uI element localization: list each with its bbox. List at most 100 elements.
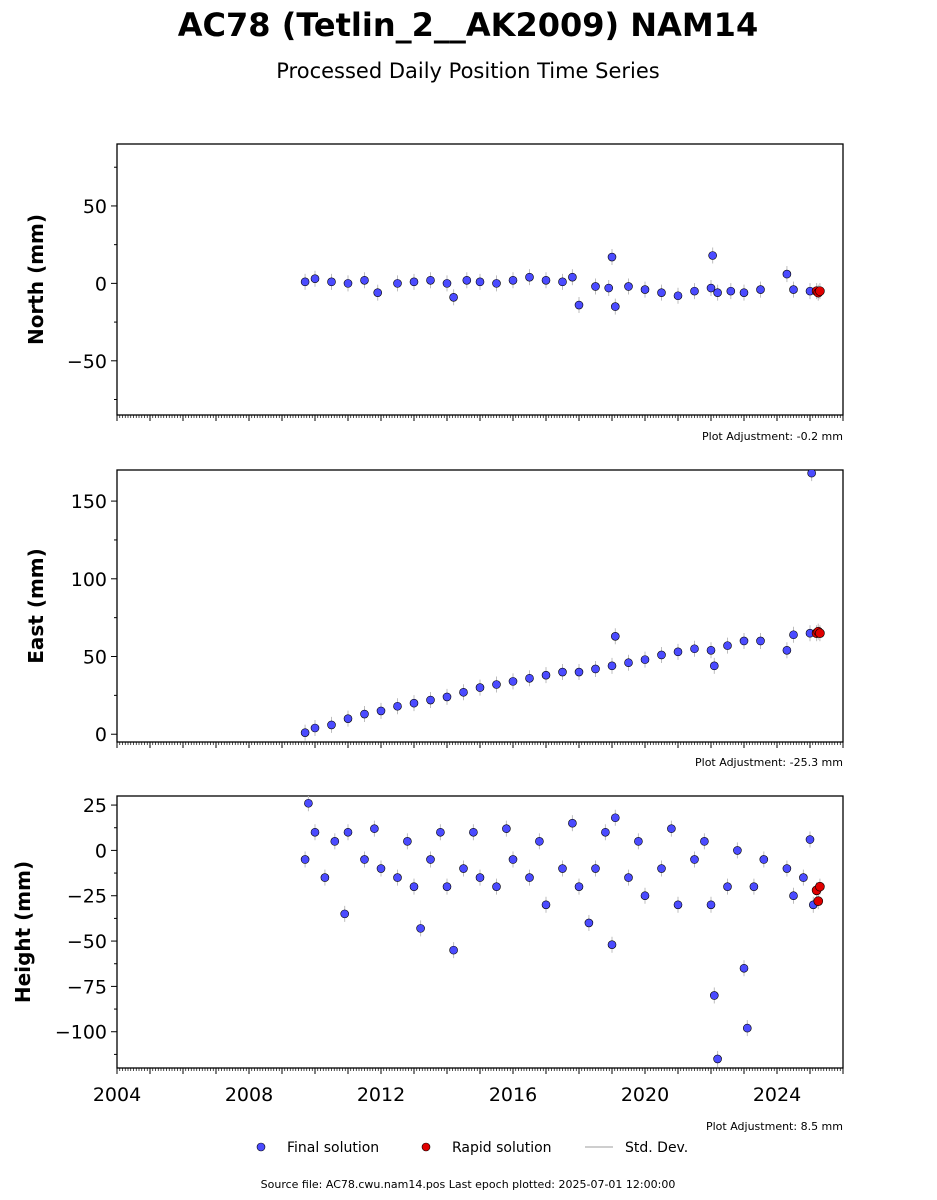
height-y-axis-label: Height (mm) <box>11 861 35 1003</box>
height-final-point <box>799 873 808 882</box>
x-tick-label: 2004 <box>93 1084 141 1106</box>
east-final-point <box>673 647 683 657</box>
height-final-point <box>673 900 683 910</box>
east-final-point <box>558 667 567 677</box>
height-final-point <box>558 864 567 873</box>
legend-final-marker <box>256 1142 266 1152</box>
legend-final-label: Final solution <box>287 1140 379 1156</box>
north-final-point <box>574 300 584 310</box>
height-plot-adjustment: Plot Adjustment: 8.5 mm <box>706 1120 843 1133</box>
east-final-point <box>475 683 485 692</box>
north-final-point <box>604 283 614 293</box>
height-final-point <box>508 855 518 864</box>
x-tick-label: 2008 <box>225 1084 273 1106</box>
east-final-point <box>574 667 584 677</box>
height-final-point <box>568 818 577 828</box>
height-final-point <box>690 855 699 864</box>
east-final-point <box>610 632 620 641</box>
height-y-tick-label: −75 <box>67 976 107 998</box>
east-final-point <box>492 680 501 689</box>
height-final-point <box>610 813 620 823</box>
height-final-point <box>525 873 534 882</box>
east-final-point <box>393 701 402 711</box>
height-final-point <box>376 864 386 873</box>
east-final-point <box>541 670 551 680</box>
height-final-point <box>634 837 643 846</box>
north-y-tick-label: 50 <box>83 196 107 218</box>
north-rapid-point <box>815 286 825 296</box>
north-final-point <box>327 277 336 287</box>
height-final-point <box>749 882 759 891</box>
east-final-point <box>690 644 699 654</box>
height-final-point <box>459 864 468 873</box>
north-final-point <box>310 274 320 284</box>
height-final-point <box>403 837 412 846</box>
height-y-tick-label: −25 <box>67 886 107 908</box>
height-rapid-point <box>813 896 824 906</box>
north-final-point <box>624 282 633 291</box>
north-final-point <box>475 277 485 287</box>
height-final-point <box>426 855 435 864</box>
east-y-tick-label: 0 <box>95 724 107 746</box>
north-final-point <box>558 277 567 287</box>
height-final-point <box>591 864 600 873</box>
east-final-point <box>360 709 369 719</box>
height-final-point <box>492 882 501 891</box>
east-plot-adjustment: Plot Adjustment: -25.3 mm <box>695 756 843 769</box>
height-final-point <box>300 855 310 864</box>
legend-rapid-marker <box>421 1142 431 1152</box>
north-final-point <box>492 279 501 288</box>
height-rapid-point <box>815 881 825 892</box>
east-rapid-point <box>815 628 825 639</box>
height-final-point <box>574 882 584 891</box>
north-final-point <box>360 275 369 285</box>
east-final-point <box>442 692 452 702</box>
north-final-point <box>525 272 534 282</box>
height-final-point <box>416 924 425 933</box>
north-final-point <box>449 293 458 302</box>
panel-north: −50 0 50 North (mm) Plot Adjustment: -0.2 mm <box>24 143 844 443</box>
height-final-point <box>370 824 379 833</box>
height-final-point <box>310 827 320 837</box>
height-final-point <box>700 837 709 846</box>
chart-subtitle: Processed Daily Position Time Series <box>276 59 660 83</box>
east-final-point <box>591 664 600 674</box>
east-final-point <box>327 720 336 730</box>
source-note: Source file: AC78.cwu.nam14.pos Last epo… <box>261 1178 676 1191</box>
north-final-point <box>789 285 798 294</box>
height-final-point <box>535 837 544 846</box>
east-y-axis-label: East (mm) <box>24 548 48 664</box>
x-tick-label: 2024 <box>753 1084 801 1106</box>
north-final-point <box>300 277 310 287</box>
east-final-point <box>624 658 633 668</box>
height-final-point <box>601 827 610 837</box>
east-y-tick-label: 50 <box>83 647 107 669</box>
chart-title: AC78 (Tetlin_2__AK2009) NAM14 <box>178 6 758 44</box>
north-final-point <box>708 251 717 260</box>
north-plot-area <box>300 247 825 315</box>
east-final-point <box>426 695 435 705</box>
east-final-point <box>409 698 419 708</box>
north-final-point <box>706 283 716 293</box>
east-axes-frame <box>116 469 844 743</box>
north-final-point <box>442 279 452 288</box>
north-final-point <box>610 302 620 311</box>
height-final-point <box>607 940 617 949</box>
height-final-point <box>340 909 350 919</box>
height-final-point <box>343 827 353 837</box>
x-tick-label: 2016 <box>489 1084 537 1106</box>
north-final-point <box>690 286 699 296</box>
east-final-point <box>789 630 798 640</box>
height-final-point <box>742 1023 752 1033</box>
east-final-point <box>706 645 716 655</box>
north-final-point <box>607 252 617 262</box>
north-final-point <box>713 288 722 297</box>
north-final-point <box>508 275 518 285</box>
east-final-point <box>376 706 386 716</box>
height-final-point <box>360 855 369 864</box>
north-final-point <box>409 277 419 287</box>
east-final-point <box>300 728 310 737</box>
east-final-point <box>739 636 749 646</box>
height-final-point <box>393 873 402 882</box>
